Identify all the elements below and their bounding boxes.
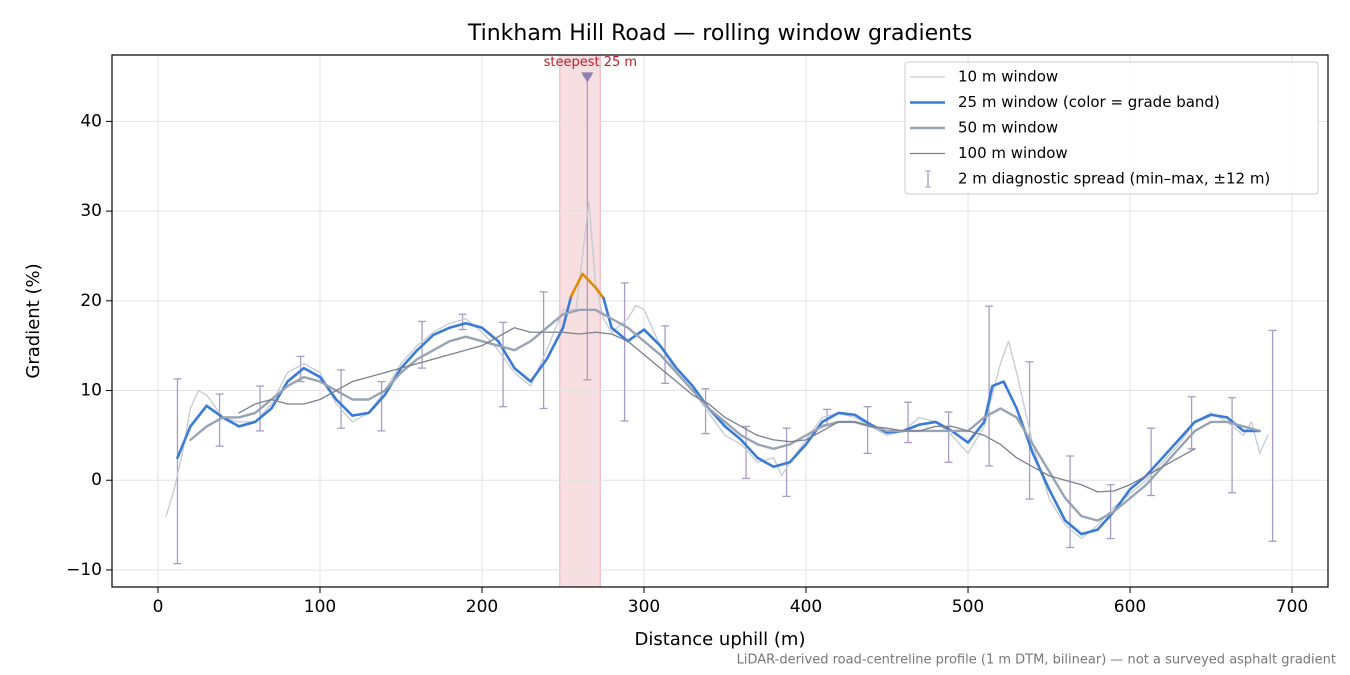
x-tick-label: 0 bbox=[153, 597, 164, 617]
error-bar bbox=[458, 313, 467, 331]
series-line bbox=[165, 201, 1269, 540]
footnote: LiDAR-derived road-centreline profile (1… bbox=[737, 653, 1336, 668]
legend-label: 2 m diagnostic spread (min–max, ±12 m) bbox=[958, 170, 1270, 188]
x-axis-label: Distance uphill (m) bbox=[635, 629, 806, 650]
x-tick-label: 600 bbox=[1114, 597, 1146, 617]
plot-frame bbox=[111, 54, 1329, 588]
error-bar bbox=[1268, 329, 1277, 542]
y-axis-label: Gradient (%) bbox=[23, 263, 44, 378]
legend-label: 50 m window bbox=[958, 119, 1058, 137]
y-tick-label: 20 bbox=[80, 291, 102, 311]
annotation-label: steepest 25 m bbox=[544, 55, 637, 70]
x-tick-label: 700 bbox=[1276, 597, 1308, 617]
y-tick-label: 0 bbox=[91, 470, 102, 490]
error-bar bbox=[539, 291, 548, 410]
annotation-marker bbox=[581, 72, 594, 83]
series-line bbox=[189, 308, 1261, 522]
error-bar bbox=[742, 425, 751, 480]
legend-label: 10 m window bbox=[958, 68, 1058, 86]
error-bar bbox=[985, 305, 994, 467]
error-bar bbox=[1228, 397, 1237, 494]
error-bar bbox=[904, 401, 913, 444]
y-tick-label: 30 bbox=[80, 201, 102, 221]
error-bar bbox=[944, 411, 953, 463]
y-tick-label: 10 bbox=[80, 381, 102, 401]
x-tick-label: 300 bbox=[628, 597, 660, 617]
series-line bbox=[569, 272, 605, 300]
error-bar bbox=[701, 388, 710, 435]
error-bar bbox=[377, 380, 386, 432]
x-tick-label: 100 bbox=[304, 597, 336, 617]
error-bar bbox=[337, 369, 346, 429]
y-tick-label: −10 bbox=[66, 560, 102, 580]
y-tick-label: 40 bbox=[80, 111, 102, 131]
x-tick-label: 500 bbox=[952, 597, 984, 617]
legend-box bbox=[904, 61, 1319, 195]
error-bar bbox=[1066, 455, 1075, 549]
error-bar bbox=[1147, 427, 1156, 497]
series-line bbox=[176, 295, 573, 460]
series-line bbox=[602, 296, 1261, 536]
legend-label: 25 m window (color = grade band) bbox=[958, 93, 1220, 111]
series-line bbox=[238, 327, 1196, 493]
chart-title: Tinkham Hill Road — rolling window gradi… bbox=[467, 21, 972, 46]
error-bar bbox=[620, 282, 629, 422]
legend-label: 100 m window bbox=[958, 144, 1068, 162]
error-bar bbox=[863, 406, 872, 454]
error-bar bbox=[499, 321, 508, 408]
error-bar bbox=[173, 378, 182, 565]
x-tick-label: 200 bbox=[466, 597, 498, 617]
x-tick-label: 400 bbox=[790, 597, 822, 617]
highlight-span bbox=[559, 54, 601, 588]
